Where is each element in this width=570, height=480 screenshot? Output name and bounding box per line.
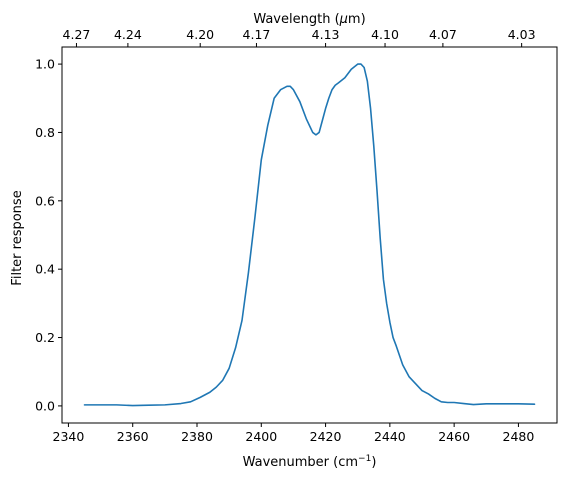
- x-axis-label: Wavenumber (cm−1): [243, 454, 377, 470]
- top-x-tick-label: 4.24: [114, 27, 142, 42]
- y-tick-label: 1.0: [35, 57, 55, 72]
- top-x-tick-label: 4.27: [63, 27, 91, 42]
- y-tick-label: 0.8: [35, 125, 55, 140]
- y-axis-label: Filter response: [10, 190, 25, 285]
- top-x-tick-label: 4.20: [186, 27, 214, 42]
- y-tick-label: 0.2: [35, 330, 55, 345]
- x-tick-label: 2380: [181, 429, 213, 444]
- top-x-tick-label: 4.07: [429, 27, 457, 42]
- x-tick-label: 2400: [245, 429, 277, 444]
- x-tick-label: 2440: [374, 429, 406, 444]
- top-x-axis-label: Wavelength (μm): [253, 12, 365, 27]
- y-tick-label: 0.4: [35, 262, 55, 277]
- top-x-axis: 4.27 4.24 4.20 4.17 4.13 4.10 4.07 4.03: [63, 27, 536, 47]
- x-tick-label: 2460: [438, 429, 470, 444]
- plot-frame: [61, 46, 558, 424]
- filter-response-line: [83, 63, 536, 407]
- top-x-tick-label: 4.10: [371, 27, 399, 42]
- y-tick-label: 0.0: [35, 398, 55, 413]
- x-tick-label: 2480: [503, 429, 535, 444]
- x-tick-label: 2420: [310, 429, 342, 444]
- y-axis: 0.0 0.2 0.4 0.6 0.8 1.0: [35, 57, 62, 413]
- bottom-x-axis: 2340 2360 2380 2400 2420 2440 2460 2480: [53, 423, 535, 444]
- top-x-tick-label: 4.13: [312, 27, 340, 42]
- x-tick-label: 2340: [53, 429, 85, 444]
- top-x-tick-label: 4.03: [508, 27, 536, 42]
- x-tick-label: 2360: [117, 429, 149, 444]
- top-x-tick-label: 4.17: [243, 27, 271, 42]
- y-tick-label: 0.6: [35, 193, 55, 208]
